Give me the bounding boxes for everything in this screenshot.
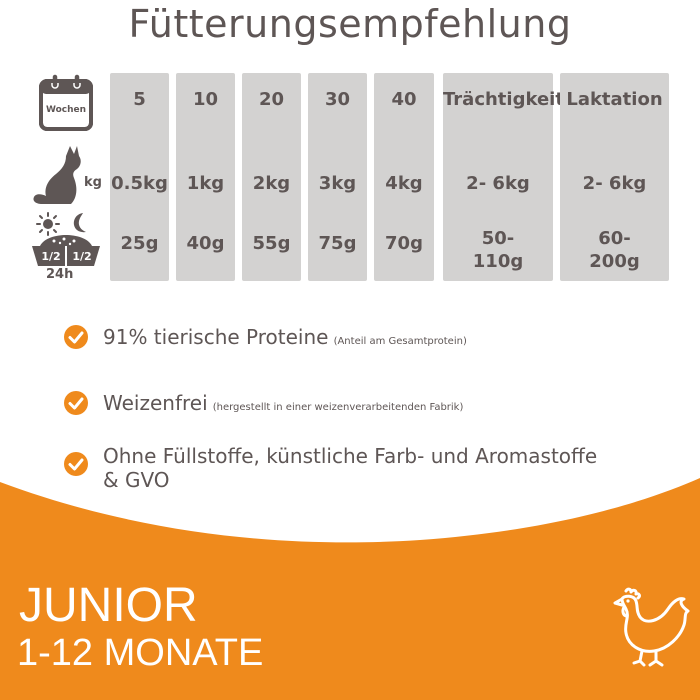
calendar-label: Wochen xyxy=(45,105,87,115)
moon-icon xyxy=(73,213,86,233)
half-left-label: 1/2 xyxy=(41,250,61,263)
food-amount-line1: 60- xyxy=(598,228,631,249)
food-amount: 75g xyxy=(318,233,357,254)
h24-label: 24h xyxy=(46,267,74,282)
feature-text-line1: Ohne Füllstoffe, künstliche Farb- und Ar… xyxy=(103,444,598,468)
feature-text: Weizenfrei xyxy=(103,391,208,415)
feature-text: 91% tierische Proteine xyxy=(103,325,329,349)
column-week-30: 30 3kg 75g xyxy=(308,73,367,281)
column-head: 10 xyxy=(192,89,219,110)
weight-value: 3kg xyxy=(318,173,357,194)
food-amount-line1: 50- xyxy=(481,228,515,249)
food-amount: 55g xyxy=(252,233,291,254)
column-lactation: Laktation 2- 6kg 60- 200g xyxy=(560,73,669,281)
column-head: 20 xyxy=(258,89,285,110)
column-week-10: 10 1kg 40g xyxy=(176,73,235,281)
column-pregnancy: Trächtigkeit 2- 6kg 50- 110g xyxy=(443,73,564,281)
weight-value: 2- 6kg xyxy=(582,173,647,194)
column-head: 30 xyxy=(324,89,351,110)
feature-note: (Anteil am Gesamtprotein) xyxy=(333,336,467,347)
column-head: Laktation xyxy=(566,89,663,110)
feature-text-line2: & GVO xyxy=(103,468,170,492)
column-week-40: 40 4kg 70g xyxy=(374,73,434,281)
age-range: 1-12 MONATE xyxy=(17,632,264,674)
product-name: JUNIOR xyxy=(19,579,198,632)
weight-value: 1kg xyxy=(186,173,225,194)
food-amount-line2: 200g xyxy=(589,251,640,272)
food-amount-line2: 110g xyxy=(472,251,524,272)
check-icon xyxy=(64,391,88,415)
food-amount: 40g xyxy=(186,233,225,254)
column-head: Trächtigkeit xyxy=(443,89,564,110)
column-head: 5 xyxy=(133,89,146,110)
weight-value: 4kg xyxy=(385,173,423,194)
weight-value: 0.5kg xyxy=(111,173,168,194)
half-right-label: 1/2 xyxy=(72,250,92,263)
column-week-5: 5 0.5kg 25g xyxy=(110,73,169,281)
kg-label: kg xyxy=(84,175,102,190)
sun-icon xyxy=(36,212,60,236)
food-amount: 25g xyxy=(120,233,159,254)
chicken-icon xyxy=(613,587,690,667)
weight-value: 2kg xyxy=(252,173,291,194)
page-title: Fütterungsempfehlung xyxy=(128,2,572,46)
check-icon xyxy=(64,452,88,476)
check-icon xyxy=(64,325,88,349)
feature-note: (hergestellt in einer weizenverarbeitend… xyxy=(212,402,464,413)
column-week-20: 20 2kg 55g xyxy=(242,73,301,281)
column-head: 40 xyxy=(391,89,417,110)
calendar-icon xyxy=(39,73,93,131)
food-bowl-icon xyxy=(32,235,100,266)
weight-value: 2- 6kg xyxy=(466,173,530,194)
cat-icon xyxy=(33,146,81,204)
food-amount: 70g xyxy=(385,233,423,254)
